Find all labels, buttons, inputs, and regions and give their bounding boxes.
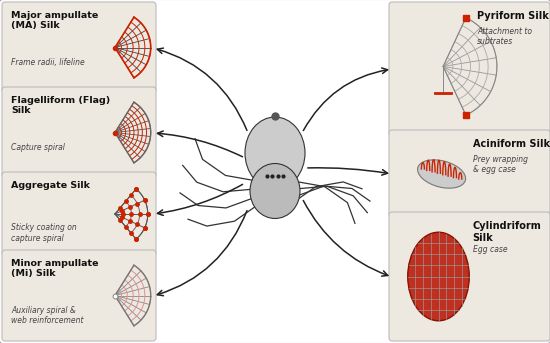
Text: Cylindriform
Silk: Cylindriform Silk	[472, 221, 541, 243]
Text: Major ampullate
(MA) Silk: Major ampullate (MA) Silk	[11, 11, 98, 31]
Text: Frame radii, lifeline: Frame radii, lifeline	[11, 58, 85, 67]
FancyBboxPatch shape	[2, 87, 156, 178]
Text: Attachment to
subtrates: Attachment to subtrates	[477, 27, 532, 46]
Text: Minor ampullate
(Mi) Silk: Minor ampullate (Mi) Silk	[11, 259, 98, 279]
Text: Aciniform Silk: Aciniform Silk	[472, 139, 550, 149]
Text: Egg case: Egg case	[472, 245, 507, 254]
Text: Flagelliform (Flag)
Silk: Flagelliform (Flag) Silk	[11, 96, 110, 115]
Text: Aggregate Silk: Aggregate Silk	[11, 181, 90, 190]
FancyBboxPatch shape	[2, 2, 156, 93]
FancyBboxPatch shape	[389, 2, 550, 136]
FancyBboxPatch shape	[2, 172, 156, 256]
Text: Pyriform Silk: Pyriform Silk	[477, 11, 549, 21]
Ellipse shape	[245, 117, 305, 189]
Ellipse shape	[417, 160, 466, 188]
Ellipse shape	[408, 232, 469, 321]
FancyBboxPatch shape	[389, 212, 550, 341]
Text: Capture spiral: Capture spiral	[11, 143, 65, 152]
Text: Prey wrapping
& egg case: Prey wrapping & egg case	[472, 155, 527, 174]
Text: Sticky coating on
capture spiral: Sticky coating on capture spiral	[11, 223, 77, 243]
FancyBboxPatch shape	[389, 130, 550, 218]
Text: Auxiliary spiral &
web reinforcement: Auxiliary spiral & web reinforcement	[11, 306, 84, 325]
Ellipse shape	[250, 164, 300, 218]
FancyBboxPatch shape	[2, 250, 156, 341]
